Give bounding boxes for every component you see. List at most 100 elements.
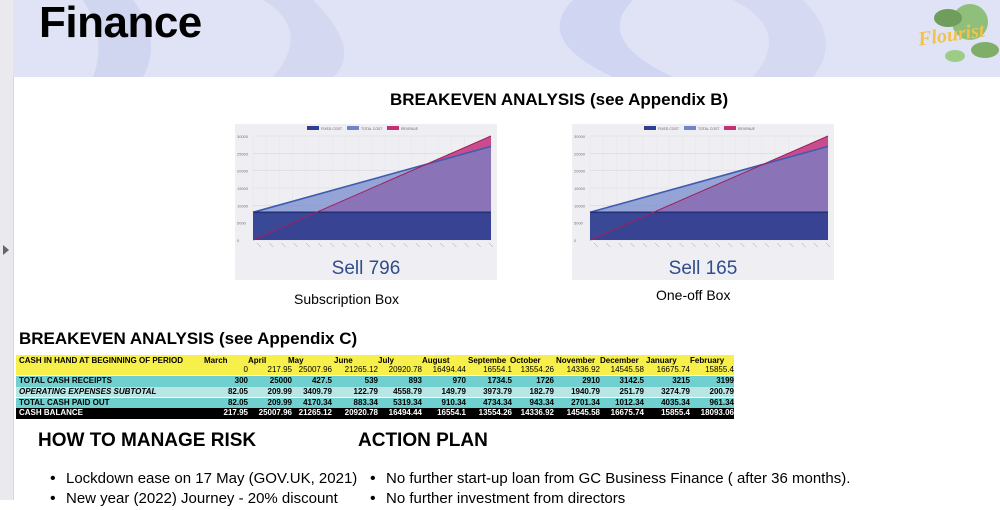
risk-item: New year (2022) Journey - 20% discount (50, 490, 357, 510)
oneoff-chart-card: 30000 25000 20000 15000 10000 5000 0 FIXED COST… (572, 124, 834, 280)
legend-swatch (644, 126, 656, 130)
cf-cell: 20920.78 (344, 408, 378, 418)
x-tick (464, 242, 469, 248)
cf-cell: 82.05 (227, 397, 248, 407)
y-tick-label: 20000 (574, 169, 586, 174)
cf-cell: 25007.96 (258, 408, 292, 418)
revenue-line (589, 135, 829, 241)
legend-label: FIXED COST (658, 127, 680, 131)
cf-cell: 0 (243, 365, 248, 374)
cf-row-label: TOTAL CASH PAID OUT (19, 397, 110, 407)
cf-row: CASH BALANCE 217.95 25007.96 21265.12 20920.… (16, 408, 734, 419)
cf-cell: 16554.1 (483, 365, 512, 374)
expand-arrow-icon[interactable] (3, 245, 9, 255)
x-tick (813, 242, 818, 248)
x-tick (427, 242, 433, 248)
cf-cell: 893 (408, 376, 422, 385)
y-tick-label: 20000 (237, 169, 249, 174)
cf-cell: 149.79 (441, 386, 466, 396)
cf-month-header: January (646, 356, 677, 365)
y-tick-label: 30000 (237, 134, 249, 139)
legend-label: TOTAL COST (698, 127, 720, 131)
cf-cell: 1012.34 (615, 397, 644, 407)
legend-swatch (684, 126, 696, 130)
x-tick (642, 242, 648, 248)
x-tick (330, 242, 335, 248)
legend-swatch (347, 126, 359, 130)
cf-cell: 18093.06 (700, 408, 734, 418)
cf-cell: 3973.79 (483, 386, 512, 396)
x-tick (618, 242, 623, 248)
legend-label: REVENUE (738, 127, 756, 131)
x-tick (476, 242, 481, 248)
x-tick (342, 242, 347, 248)
x-tick (415, 242, 420, 248)
x-tick (293, 242, 298, 248)
x-tick (403, 242, 408, 248)
y-tick-label: 5000 (574, 221, 584, 226)
cf-cell: 910.34 (441, 397, 466, 407)
action-item: No further investment from directors (370, 490, 850, 510)
cash-flow-table: CASH IN HAND AT BEGINNING OF PERIOD March… (16, 355, 734, 419)
y-tick-label: 15000 (574, 186, 586, 191)
cf-cell: 883.34 (353, 397, 378, 407)
cf-month-header: July (378, 356, 395, 365)
cf-cell: 14336.92 (566, 365, 600, 374)
action-title: ACTION PLAN (358, 430, 488, 451)
legend-label: TOTAL COST (361, 127, 383, 131)
x-tick (305, 242, 311, 248)
x-tick (378, 242, 384, 248)
legend-swatch (724, 126, 736, 130)
cf-month-header: December (600, 356, 639, 365)
risk-list: Lockdown ease on 17 May (GOV.UK, 2021)Ne… (50, 470, 357, 510)
x-tick (691, 242, 696, 248)
cf-month-header: February (690, 356, 725, 365)
cf-cell: 16554.1 (437, 408, 466, 418)
x-tick (256, 242, 262, 248)
cf-row-label: TOTAL CASH RECEIPTS (19, 376, 112, 385)
page-title: Finance (39, 0, 202, 47)
risk-title: HOW TO MANAGE RISK (38, 430, 257, 451)
total-cost-line (589, 145, 829, 214)
y-tick-label: 25000 (237, 151, 249, 156)
cf-cell: 20920.78 (388, 365, 422, 374)
x-tick (752, 242, 757, 248)
cf-month-header: April (248, 356, 267, 365)
flourist-logo: Flourist (910, 0, 1000, 70)
cf-cell: 427.5 (311, 376, 332, 385)
cf-cell: 82.05 (227, 386, 248, 396)
cf-cell: 14545.58 (610, 365, 644, 374)
x-tick (667, 242, 672, 248)
cf-cell: 1734.5 (487, 376, 512, 385)
x-tick (801, 242, 806, 248)
x-tick (764, 242, 770, 248)
x-tick (317, 242, 323, 248)
legend-swatch (307, 126, 319, 130)
x-tick (391, 242, 396, 248)
breakeven-b-title: BREAKEVEN ANALYSIS (see Appendix B) (390, 90, 729, 109)
x-tick (825, 242, 831, 248)
cf-row: OPERATING EXPENSES SUBTOTAL 82.05 209.99 34… (16, 386, 734, 398)
header-band: Finance Flourist (13, 0, 1000, 77)
subscription-chart-card: 30000 25000 20000 15000 10000 5000 0 FIXED COST… (235, 124, 497, 280)
cf-cell: 122.79 (353, 386, 378, 396)
y-tick-label: 15000 (237, 186, 249, 191)
cf-cell: 5319.34 (393, 397, 422, 407)
y-tick-label: 10000 (574, 203, 586, 208)
legend-swatch (387, 126, 399, 130)
x-tick (789, 242, 794, 248)
x-tick (703, 242, 709, 248)
cf-cell: 4734.34 (483, 397, 512, 407)
revenue-line (252, 135, 492, 241)
cf-cell: 25000 (269, 376, 292, 385)
cf-cell: 21265.12 (344, 365, 378, 374)
cf-cell: 209.99 (267, 397, 292, 407)
cf-cell: 15855.4 (661, 408, 690, 418)
cf-cell: 539 (364, 376, 378, 385)
oneoff-breakeven-chart: 30000 25000 20000 15000 10000 5000 0 FIXED COST… (574, 126, 831, 248)
cf-cell: 16494.44 (432, 365, 466, 374)
cf-cell: 2910 (582, 376, 600, 385)
fixed-cost-area (590, 212, 828, 240)
y-tick-label: 5000 (237, 221, 247, 226)
cf-cell: 3199 (716, 376, 734, 385)
